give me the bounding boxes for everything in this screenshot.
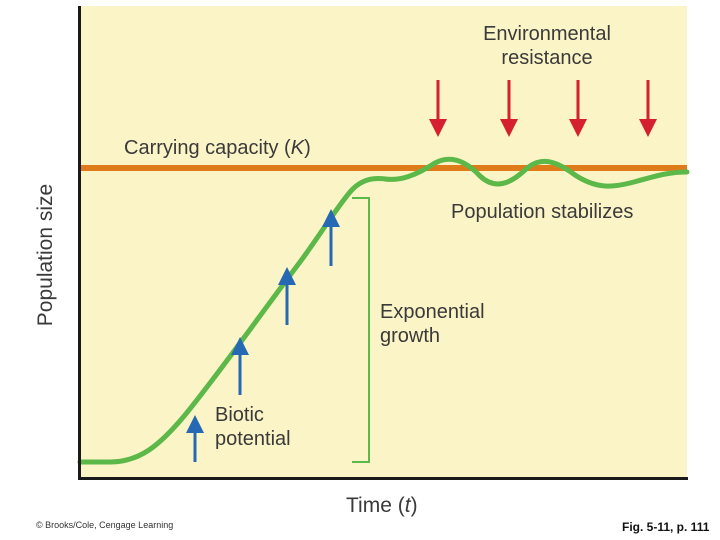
exponential-growth-label: Exponential growth (380, 300, 485, 348)
biotic-potential-label: Biotic potential (215, 403, 291, 451)
exponential-growth-line2: growth (380, 325, 441, 347)
population-growth-curve (77, 156, 690, 465)
plot-area (80, 6, 687, 478)
carrying-capacity-variable: K (290, 137, 305, 159)
population-stabilizes-label: Population stabilizes (451, 201, 634, 223)
x-axis (78, 477, 688, 480)
environmental-resistance-line2: resistance (501, 47, 593, 69)
exponential-growth-line1: Exponential (380, 301, 485, 323)
y-axis-label: Population size (34, 183, 57, 327)
biotic-potential-line2: potential (215, 428, 291, 450)
carrying-capacity-close: ) (304, 137, 311, 159)
figure-reference: Fig. 5-11, p. 111 (622, 520, 710, 534)
copyright-notice: © Brooks/Cole, Cengage Learning (36, 520, 174, 530)
carrying-capacity-label: Carrying capacity (K) (124, 136, 311, 160)
carrying-capacity-text: Carrying capacity ( (124, 137, 291, 159)
x-axis-label-text: Time ( (346, 494, 405, 517)
y-axis (78, 6, 81, 480)
exponential-growth-bracket (352, 197, 370, 463)
environmental-resistance-label: Environmental resistance (470, 22, 624, 70)
environmental-resistance-line1: Environmental (483, 23, 611, 45)
biotic-potential-line1: Biotic (215, 404, 264, 426)
x-axis-label-variable: t (404, 494, 411, 517)
x-axis-label: Time (t) (346, 494, 418, 518)
x-axis-label-close: ) (410, 494, 418, 517)
